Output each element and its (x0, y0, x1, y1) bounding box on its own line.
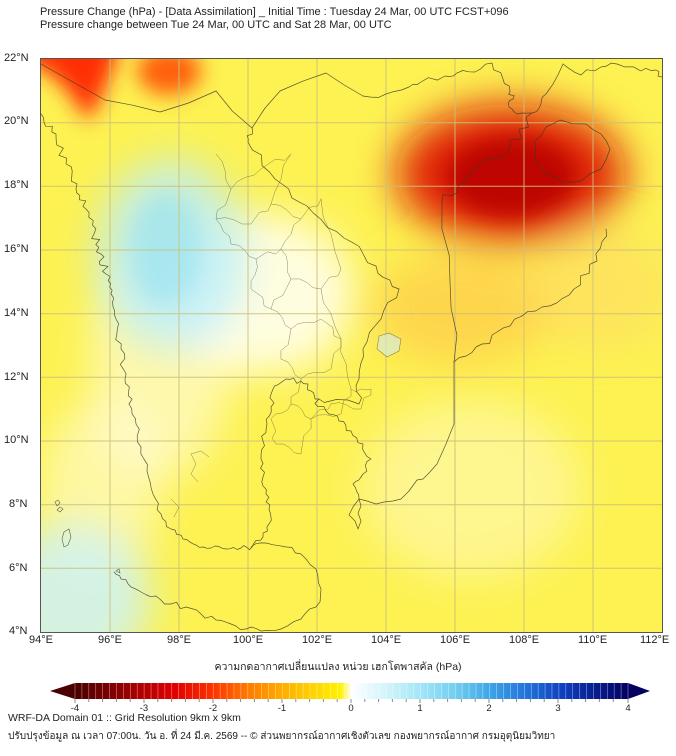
svg-text:2: 2 (486, 703, 491, 714)
svg-text:4: 4 (625, 703, 630, 714)
svg-text:0: 0 (348, 703, 353, 714)
svg-text:-1: -1 (278, 703, 286, 714)
svg-text:3: 3 (555, 703, 560, 714)
svg-text:1: 1 (417, 703, 422, 714)
